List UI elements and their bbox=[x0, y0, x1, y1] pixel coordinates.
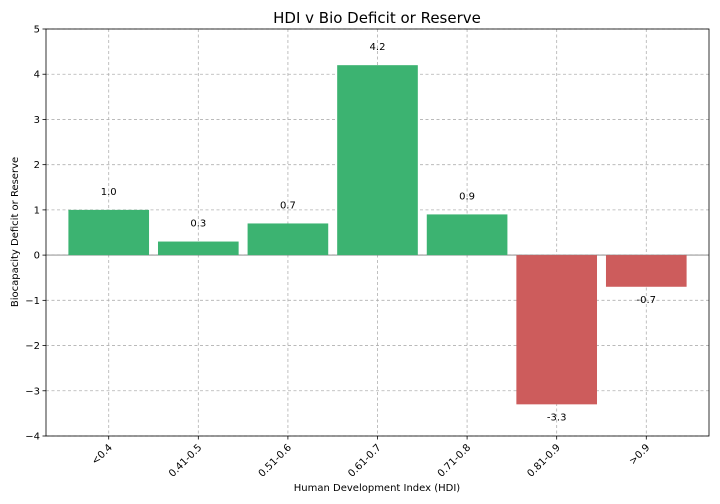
bar bbox=[68, 209, 150, 256]
data-label: 4.2 bbox=[370, 42, 386, 53]
data-labels-layer: 1.0 0.3 0.7 4.2 0.9 -3.3 -0.7 bbox=[101, 42, 656, 423]
y-tick-label: −1 bbox=[25, 296, 40, 307]
x-tick-label: <0.4 bbox=[90, 442, 115, 467]
data-label: 1.0 bbox=[101, 187, 117, 198]
x-tick-label: >0.9 bbox=[627, 442, 652, 467]
bar bbox=[605, 255, 687, 287]
y-tick-label: 5 bbox=[34, 25, 40, 36]
x-tick-label: 0.51-0.6 bbox=[257, 442, 294, 479]
x-tick-label: 0.81-0.9 bbox=[525, 442, 562, 479]
y-tick-label: 0 bbox=[34, 251, 40, 262]
y-tick-label: 2 bbox=[34, 160, 40, 171]
y-tick-label: −3 bbox=[25, 386, 40, 397]
y-tick-label: 1 bbox=[34, 205, 40, 216]
bar bbox=[157, 241, 239, 256]
data-label: -3.3 bbox=[547, 412, 567, 423]
plot-frame bbox=[45, 28, 710, 437]
x-tick-label: 0.71-0.8 bbox=[436, 442, 473, 479]
y-tick-label: −4 bbox=[25, 432, 40, 443]
data-label: -0.7 bbox=[637, 295, 657, 306]
bar bbox=[516, 255, 598, 405]
bar bbox=[426, 214, 508, 256]
y-axis-label: Biocapacity Deficit or Reserve bbox=[10, 157, 21, 307]
data-label: 0.7 bbox=[280, 200, 296, 211]
y-tick-label: 4 bbox=[34, 70, 40, 81]
x-axis-label: Human Development Index (HDI) bbox=[294, 483, 461, 494]
data-label: 0.3 bbox=[190, 219, 206, 230]
bars-layer bbox=[68, 65, 687, 405]
data-label: 0.9 bbox=[459, 191, 475, 202]
x-tick-label: 0.41-0.5 bbox=[167, 442, 204, 479]
y-tick-label: −2 bbox=[25, 341, 40, 352]
chart-title: HDI v Bio Deficit or Reserve bbox=[273, 9, 481, 27]
bar bbox=[337, 65, 418, 256]
x-tick-label: 0.61-0.7 bbox=[346, 442, 383, 479]
y-tick-label: 3 bbox=[34, 115, 40, 126]
bar bbox=[247, 223, 329, 256]
